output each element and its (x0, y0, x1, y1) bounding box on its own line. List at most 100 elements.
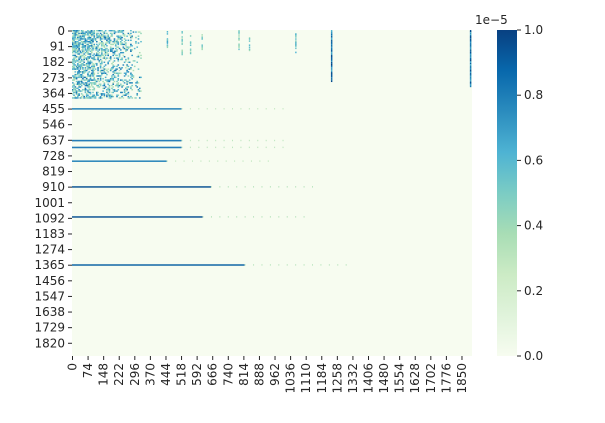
heatmap-cell (83, 40, 85, 43)
heatmap-cell (131, 45, 133, 47)
heatmap-cell (89, 82, 92, 84)
heatmap-cell (79, 60, 82, 62)
heatmap-cell (84, 87, 87, 90)
heatmap-cell (87, 72, 89, 74)
heatmap-cell (80, 56, 83, 58)
heatmap-cell (117, 86, 120, 88)
x-tick-label: 1036 (284, 363, 298, 394)
heatmap-cell (123, 82, 126, 84)
heatmap-cell (108, 86, 111, 88)
heatmap-cell (138, 87, 141, 90)
heatmap-cell (137, 42, 140, 44)
heatmap-cell (73, 97, 75, 99)
heatmap-cell (89, 47, 92, 50)
heatmap-cell (85, 58, 88, 61)
heatmap-cell (93, 58, 96, 61)
heatmap-cell (73, 64, 75, 66)
heatmap-cell (108, 30, 111, 32)
heatmap-cell (117, 38, 120, 40)
heatmap-cell (90, 45, 93, 47)
heatmap-cell (97, 91, 99, 94)
heatmap-cell (77, 60, 79, 62)
heatmap-cell (85, 89, 88, 91)
heatmap-cell (106, 94, 108, 96)
heatmap-cell (84, 45, 87, 47)
heatmap-cell (88, 83, 91, 85)
heatmap-cell (109, 58, 112, 61)
heatmap-cell (121, 31, 123, 33)
heatmap-cell (93, 76, 96, 79)
heatmap-cell (87, 51, 89, 54)
heatmap-cell (101, 53, 103, 55)
heatmap-cell (92, 46, 94, 48)
heatmap-cell (98, 42, 101, 44)
heatmap-row-band (72, 216, 305, 218)
heatmap-cell (80, 30, 83, 32)
heatmap-cell (90, 79, 93, 81)
heatmap-cell (73, 32, 75, 35)
heatmap-cell (90, 72, 93, 74)
heatmap-cell (93, 78, 96, 80)
heatmap-cell (92, 49, 94, 51)
heatmap-cell (113, 38, 116, 40)
heatmap-cell (108, 40, 111, 43)
y-tick-label: 1547 (34, 289, 65, 303)
heatmap-cell (136, 82, 139, 84)
heatmap-cell (101, 61, 103, 63)
colorbar-gradient (497, 30, 517, 356)
heatmap-cell (121, 84, 123, 87)
heatmap-col-band (330, 30, 333, 83)
heatmap-cell (79, 61, 82, 63)
heatmap-cell (87, 67, 89, 69)
heatmap-cell (128, 34, 131, 36)
heatmap-cell (131, 84, 133, 87)
heatmap-cell (109, 32, 112, 35)
heatmap-cell (104, 53, 107, 55)
heatmap-cell (72, 49, 74, 51)
y-tick-label: 91 (50, 40, 65, 54)
heatmap-cell (92, 75, 94, 77)
heatmap-cell (114, 54, 117, 57)
heatmap-cell (116, 80, 118, 83)
heatmap-cell (104, 38, 107, 40)
heatmap-cell (107, 40, 109, 43)
heatmap-cell (136, 46, 139, 48)
heatmap-cell (72, 79, 74, 81)
heatmap-cell (117, 89, 120, 91)
heatmap-cell (114, 43, 117, 46)
heatmap-cell (112, 43, 115, 46)
heatmap-cell (75, 45, 78, 47)
heatmap-cell (117, 57, 120, 59)
heatmap-cell (137, 35, 140, 37)
heatmap-cell (88, 91, 91, 94)
heatmap-cell (87, 91, 89, 94)
x-tick-label: 1850 (455, 363, 469, 394)
heatmap-cell (108, 36, 111, 39)
heatmap-cell (83, 72, 85, 74)
heatmap-cell (132, 75, 135, 77)
heatmap-cell (80, 75, 83, 77)
heatmap-cell (97, 69, 99, 72)
heatmap-cell (117, 60, 120, 62)
heatmap-cell (89, 61, 92, 63)
heatmap-cell (93, 32, 96, 35)
heatmap-cell (90, 39, 93, 42)
heatmap-cell (106, 36, 108, 39)
heatmap-cell (117, 46, 120, 48)
heatmap-cell (123, 89, 126, 91)
heatmap-cell (74, 73, 77, 76)
heatmap-cell (104, 54, 107, 57)
heatmap-cell (88, 97, 91, 99)
heatmap-cell (102, 57, 104, 59)
heatmap-cell (116, 72, 118, 74)
heatmap-cell (97, 86, 99, 88)
heatmap-cell (99, 35, 102, 37)
heatmap-cell (80, 58, 83, 61)
heatmap-cell (122, 51, 125, 54)
heatmap-cell (113, 31, 116, 33)
heatmap-cell (87, 31, 89, 33)
heatmap-cell (136, 94, 139, 96)
heatmap-cell (117, 94, 120, 96)
heatmap-cell (103, 31, 106, 33)
heatmap-cell (93, 73, 96, 76)
